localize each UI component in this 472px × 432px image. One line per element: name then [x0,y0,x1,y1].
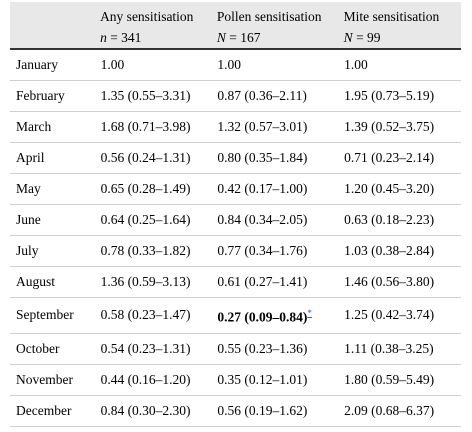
header-pollen-n: N = 167 [216,30,261,45]
mite-cell: 1.20 (0.45–3.20) [338,173,461,205]
any-cell: 0.58 (0.23–1.47) [95,297,213,334]
pollen-cell-significant: 0.27 (0.09–0.84)* [211,297,340,334]
mite-cell: 0.63 (0.18–2.23) [338,204,461,236]
any-cell: 0.64 (0.25–1.64) [95,204,213,236]
mite-cell: 0.71 (0.23–2.14) [338,142,461,174]
footnote-link[interactable]: * [307,308,312,318]
month-cell: August [10,266,96,298]
header-month [10,2,96,50]
month-cell: December [10,395,96,427]
mite-cell: 1.25 (0.42–3.74) [338,297,461,334]
table-body: January 1.00 1.00 1.00 February 1.35 (0.… [10,49,461,427]
table-row: August 1.36 (0.59–3.13) 0.61 (0.27–1.41)… [10,266,461,298]
header-any-n: n = 341 [100,30,142,45]
pollen-cell: 0.61 (0.27–1.41) [211,266,340,298]
any-cell: 0.44 (0.16–1.20) [95,364,213,396]
any-cell: 0.78 (0.33–1.82) [95,235,213,267]
pollen-cell: 0.87 (0.36–2.11) [211,80,340,112]
month-cell: July [10,235,96,267]
table-row: September 0.58 (0.23–1.47) 0.27 (0.09–0.… [10,297,461,334]
table-header: Any sensitisation n = 341 Pollen sensiti… [10,2,461,50]
month-cell: November [10,364,96,396]
table-row: July 0.78 (0.33–1.82) 0.77 (0.34–1.76) 1… [10,235,461,267]
header-mite-n: N = 99 [343,30,381,45]
significant-value: 0.27 (0.09–0.84) [217,309,308,325]
month-cell: October [10,333,96,365]
pollen-cell: 0.35 (0.12–1.01) [211,364,340,396]
month-cell: June [10,204,96,236]
header-mite-sensitisation: Mite sensitisation N = 99 [338,2,461,50]
mite-cell: 1.46 (0.56–3.80) [338,266,461,298]
header-pollen-title: Pollen sensitisation [216,9,322,24]
table-row: November 0.44 (0.16–1.20) 0.35 (0.12–1.0… [10,364,461,396]
table-row: March 1.68 (0.71–3.98) 1.32 (0.57–3.01) … [10,111,461,143]
odds-ratio-table: Any sensitisation n = 341 Pollen sensiti… [10,2,461,427]
table-row: February 1.35 (0.55–3.31) 0.87 (0.36–2.1… [10,80,461,112]
pollen-cell: 0.55 (0.23–1.36) [211,333,340,365]
pollen-cell: 0.77 (0.34–1.76) [211,235,340,267]
table-row: April 0.56 (0.24–1.31) 0.80 (0.35–1.84) … [10,142,461,174]
month-cell: April [10,142,96,174]
month-cell: September [10,297,96,334]
pollen-cell: 1.32 (0.57–3.01) [211,111,340,143]
mite-cell: 1.00 [338,49,461,81]
any-cell: 1.36 (0.59–3.13) [95,266,213,298]
any-cell: 1.00 [95,49,213,81]
header-mite-title: Mite sensitisation [343,9,440,24]
month-cell: January [10,49,96,81]
any-cell: 0.54 (0.23–1.31) [95,333,213,365]
pollen-cell: 0.84 (0.34–2.05) [211,204,340,236]
any-cell: 0.56 (0.24–1.31) [95,142,213,174]
mite-cell: 1.11 (0.38–3.25) [338,333,461,365]
month-cell: February [10,80,96,112]
mite-cell: 1.95 (0.73–5.19) [338,80,461,112]
month-cell: March [10,111,96,143]
any-cell: 0.65 (0.28–1.49) [95,173,213,205]
table-row: December 0.84 (0.30–2.30) 0.56 (0.19–1.6… [10,395,461,427]
month-cell: May [10,173,96,205]
any-cell: 0.84 (0.30–2.30) [95,395,213,427]
mite-cell: 1.03 (0.38–2.84) [338,235,461,267]
header-pollen-sensitisation: Pollen sensitisation N = 167 [211,2,339,50]
table-row: May 0.65 (0.28–1.49) 0.42 (0.17–1.00) 1.… [10,173,461,205]
any-cell: 1.35 (0.55–3.31) [95,80,213,112]
pollen-cell: 1.00 [211,49,340,81]
mite-cell: 1.80 (0.59–5.49) [338,364,461,396]
mite-cell: 2.09 (0.68–6.37) [338,395,461,427]
table-row: January 1.00 1.00 1.00 [10,49,461,81]
table-row: June 0.64 (0.25–1.64) 0.84 (0.34–2.05) 0… [10,204,461,236]
header-row: Any sensitisation n = 341 Pollen sensiti… [10,2,461,50]
header-any-sensitisation: Any sensitisation n = 341 [95,2,212,50]
pollen-cell: 0.80 (0.35–1.84) [211,142,340,174]
table-row: October 0.54 (0.23–1.31) 0.55 (0.23–1.36… [10,333,461,365]
any-cell: 1.68 (0.71–3.98) [95,111,213,143]
header-any-title: Any sensitisation [100,9,194,24]
mite-cell: 1.39 (0.52–3.75) [338,111,461,143]
pollen-cell: 0.56 (0.19–1.62) [211,395,340,427]
pollen-cell: 0.42 (0.17–1.00) [211,173,340,205]
